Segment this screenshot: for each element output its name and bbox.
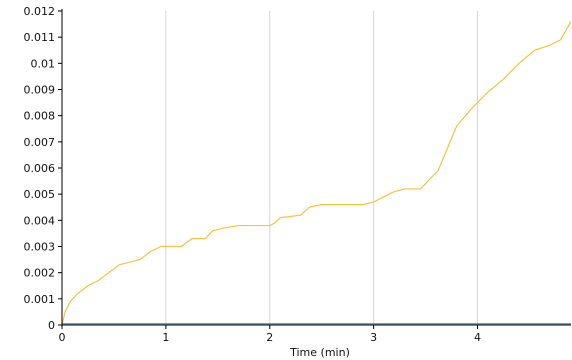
y-tick-label: 0.01 [31,57,56,70]
y-tick-label: 0.007 [24,136,56,149]
y-tick-label: 0.008 [24,110,56,123]
y-tick-label: 0.006 [24,162,56,175]
series-layer [61,21,572,326]
y-tick-label: 0.011 [24,31,56,44]
x-tick-label: 3 [370,331,377,344]
y-tick-label: 0.012 [24,5,56,18]
x-tick-label: 1 [162,331,169,344]
y-tick-label: 0 [48,319,55,332]
y-tick-label: 0.004 [24,214,56,227]
y-tick-label: 0.001 [24,293,56,306]
y-tick-label: 0.005 [24,188,56,201]
grid-layer [165,11,479,325]
y-tick-label: 0.009 [24,84,56,97]
x-tick-label: 0 [59,331,66,344]
y-tick-label: 0.003 [24,241,56,254]
y-tick-label: 0.002 [24,267,56,280]
x-axis-title: Time (min) [289,346,350,359]
x-tick-label: 4 [474,331,481,344]
series-line-1 [61,21,572,326]
x-tick-label: 2 [266,331,273,344]
axis-layer: 0 0.001 0.002 0.003 0.004 0.005 0.006 0.007 0.00… [24,5,571,344]
